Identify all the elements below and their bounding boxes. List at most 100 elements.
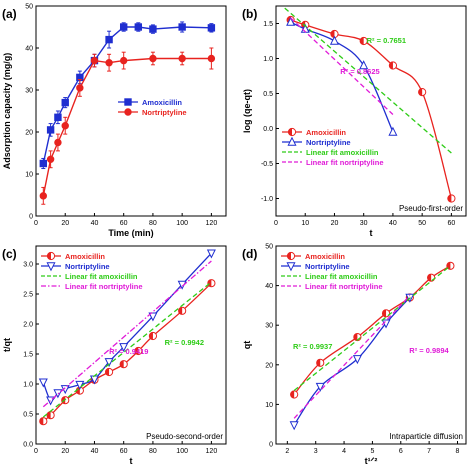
- legend-item: Nortriptyline: [281, 262, 350, 272]
- data-point-a-1-1: [46, 155, 55, 164]
- data-point-b-1-3: [359, 60, 369, 70]
- data-point-c-0-8: [148, 331, 158, 341]
- x-tick-label: 20: [61, 448, 69, 455]
- legend-label: Linear fit nortriptyline: [305, 282, 383, 291]
- y-tick-label: 1.0: [23, 382, 33, 389]
- y-tick-label: 2.5: [23, 292, 33, 299]
- x-tick-label: 100: [176, 448, 188, 455]
- y-tick-label: -0.5: [261, 161, 273, 168]
- data-point-a-0-2: [54, 113, 62, 121]
- x-axis-title: t: [130, 456, 133, 466]
- data-point-c-0-7: [134, 346, 143, 356]
- fit-line-b-2: [284, 7, 452, 154]
- data-point-d-0-0-fill: [290, 390, 295, 399]
- data-point-c-0-5: [104, 367, 114, 377]
- legend-swatch-marker: [286, 251, 296, 261]
- panel-letter: (a): [2, 7, 17, 21]
- data-point-b-0-5: [418, 88, 427, 97]
- y-tick-label: 2.0: [23, 322, 33, 329]
- data-point-c-0-8-fill: [149, 332, 153, 340]
- data-point-a-0-10: [178, 23, 186, 31]
- x-tick-label: 2: [285, 448, 289, 455]
- x-tick-label: 60: [447, 220, 455, 227]
- legend-item: Linear fit nortriptyline: [282, 158, 384, 167]
- legend-item: Nortriptyline: [41, 262, 110, 272]
- legend-swatch-marker: [46, 251, 56, 261]
- y-axis-title: log (qe-qt): [242, 89, 252, 133]
- y-tick-label: 20: [265, 362, 273, 369]
- y-axis-title: qt: [242, 341, 252, 350]
- x-tick-label: 100: [176, 220, 188, 227]
- legend-label: Amoxicillin: [306, 128, 346, 137]
- x-axis-title: Time (min): [108, 228, 153, 238]
- data-point-c-0-1-fill: [47, 411, 51, 419]
- data-point-c-1-0: [38, 378, 48, 388]
- data-point-b-1-0: [286, 16, 296, 26]
- y-tick-label: 1.0: [263, 56, 273, 63]
- plot-frame-d: [275, 245, 467, 445]
- data-point-b-0-6-fill: [447, 194, 452, 203]
- data-point-a-0-11: [207, 24, 216, 32]
- legend-item: Linear fit amoxicillin: [41, 272, 138, 281]
- legend-label: Linear fit amoxicillin: [306, 148, 379, 157]
- x-tick-label: 8: [456, 448, 460, 455]
- data-point-a-1-4: [76, 84, 84, 92]
- x-tick-label: 120: [206, 448, 218, 455]
- legend-item: Nortriptyline: [118, 108, 187, 117]
- fit-line-c-2: [42, 281, 212, 418]
- data-point-c-1-6: [104, 358, 114, 368]
- y-tick-label: 0.5: [263, 91, 273, 98]
- legend-item: Linear fit nortriptyline: [281, 282, 383, 291]
- x-tick-label: 7: [427, 448, 431, 455]
- r-squared-annotation: R² = 0.9942: [165, 338, 204, 347]
- y-tick-label: -1.0: [261, 196, 273, 203]
- data-point-a-1-6: [105, 59, 113, 67]
- y-axis-title: t/qt: [2, 338, 12, 352]
- legend-label: Nortriptyline: [142, 108, 187, 117]
- y-tick-label: 1.5: [23, 352, 33, 359]
- legend-swatch-marker-fill: [287, 252, 291, 260]
- legend-item: Linear fit amoxicillin: [282, 148, 379, 157]
- data-point-b-0-2: [330, 29, 339, 39]
- r-squared-annotation: R² = 0.7651: [367, 36, 406, 45]
- y-tick-label: 50: [265, 244, 273, 251]
- data-point-d-0-5: [427, 273, 436, 282]
- y-tick-label: 3.0: [23, 262, 33, 269]
- data-point-c-1-7: [119, 343, 129, 353]
- x-tick-label: 40: [389, 220, 397, 227]
- legend-label: Amoxicillin: [142, 98, 182, 107]
- data-point-d-1-2: [352, 355, 362, 365]
- data-point-c-0-0: [39, 417, 48, 426]
- legend-item: Linear fit amoxicillin: [281, 272, 378, 281]
- legend-item: Nortriptyline: [282, 136, 351, 147]
- legend-label: Linear fit nortriptyline: [306, 158, 384, 167]
- data-point-d-0-1-fill: [316, 359, 321, 367]
- panel-letter: (d): [242, 247, 257, 261]
- y-tick-label: 10: [265, 402, 273, 409]
- data-point-c-0-10-fill: [207, 279, 212, 287]
- legend-item: Linear fit nortriptyline: [41, 282, 143, 291]
- legend-swatch-marker: [287, 127, 297, 137]
- data-point-d-0-3-fill: [382, 309, 387, 317]
- panel-d-intraparticle-diffusion: 2 3 4 5 6 7 8 0 10 20 30 40 50 t¹ᐟ² qt (d) Intraparticle…: [242, 244, 467, 466]
- data-point-c-1-4: [75, 380, 85, 390]
- y-tick-label: 10: [25, 172, 33, 179]
- data-point-a-1-2: [54, 138, 62, 147]
- x-tick-label: 0: [274, 220, 278, 227]
- plot-frame-a: [35, 5, 227, 217]
- panel-b-pseudo-first-order: 0 10 20 30 40 50 60 -1.0 -0.5 0.0 0.5 1.0 1.5 t log (q…: [242, 5, 467, 238]
- data-point-a-1-8: [149, 54, 157, 63]
- legend-label: Linear fit amoxicillin: [305, 272, 378, 281]
- data-point-a-0-8: [134, 23, 143, 31]
- y-tick-label: 30: [265, 323, 273, 330]
- y-tick-label: 0.5: [23, 412, 33, 419]
- data-point-b-0-6: [447, 194, 456, 203]
- fit-line-d-2: [293, 265, 451, 392]
- x-tick-label: 40: [91, 220, 99, 227]
- data-point-c-0-3-fill: [76, 387, 80, 395]
- x-tick-label: 4: [342, 448, 346, 455]
- data-point-c-0-1: [46, 411, 55, 420]
